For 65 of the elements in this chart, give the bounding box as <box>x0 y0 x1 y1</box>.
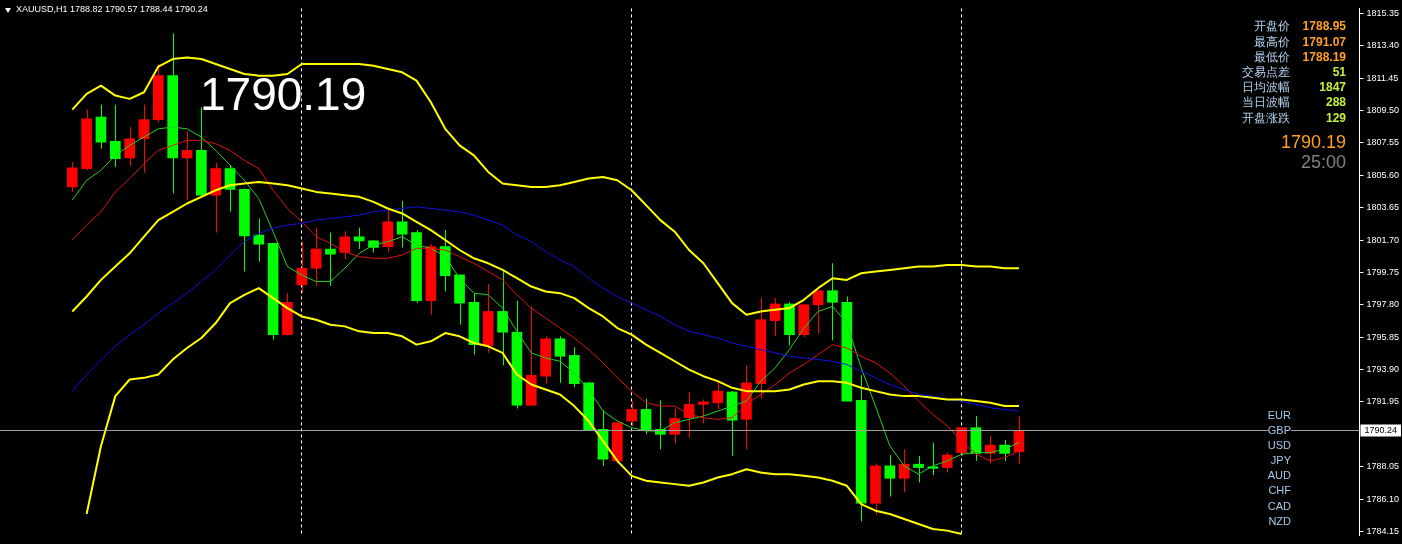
candlestick <box>812 290 824 335</box>
candlestick <box>640 398 652 435</box>
text: 1847 <box>1319 80 1346 95</box>
text: 51 <box>1332 65 1346 79</box>
text: EUR <box>1267 408 1291 422</box>
y-tick-label: 1803.65 <box>1366 202 1400 213</box>
ref-line-label: 1790.24 <box>1364 424 1398 435</box>
y-tick-label: 1786.10 <box>1366 493 1400 504</box>
candlestick <box>712 381 724 410</box>
candlestick <box>325 232 336 287</box>
text: 最高价 <box>1254 34 1290 49</box>
y-tick-label: 1799.75 <box>1366 266 1400 277</box>
candlestick <box>181 130 193 201</box>
candlestick <box>310 227 322 287</box>
candlestick <box>898 448 910 493</box>
text: 1791.07 <box>1302 34 1346 49</box>
candlestick <box>984 435 996 464</box>
candlestick <box>554 335 566 384</box>
y-tick-label: 1788.05 <box>1366 461 1400 472</box>
candlestick <box>827 262 838 341</box>
annotation: 1790.19 <box>200 67 367 120</box>
text: 开盘价 <box>1254 19 1290 34</box>
y-tick-label: 1784.15 <box>1366 525 1400 536</box>
candlestick <box>296 241 308 294</box>
text: CHF <box>1268 484 1291 498</box>
candlestick <box>124 126 135 167</box>
candlestick <box>396 200 408 249</box>
text: 1788.95 <box>1302 19 1346 34</box>
y-tick-label: 1813.40 <box>1366 40 1400 51</box>
y-tick-label: 1815.35 <box>1366 7 1400 18</box>
candlestick <box>109 104 121 168</box>
candlestick <box>253 217 265 263</box>
text: AUD <box>1267 469 1291 483</box>
chart-title: XAUUSD,H1 1788.82 1790.57 1788.44 1790.24 <box>16 4 208 15</box>
candlestick <box>913 455 924 483</box>
y-tick-label: 1791.95 <box>1366 396 1400 407</box>
candlestick <box>626 400 638 427</box>
y-tick-label: 1807.55 <box>1366 137 1400 148</box>
text: 开盘涨跌 <box>1242 110 1290 125</box>
text: 1790.19 <box>1280 132 1346 153</box>
text: 日均波幅 <box>1242 80 1290 95</box>
text: 288 <box>1325 95 1346 110</box>
text: 最低价 <box>1254 49 1290 64</box>
text: 25:00 <box>1300 152 1346 173</box>
text: NZD <box>1268 514 1291 528</box>
candlestick <box>339 230 351 260</box>
text: GBP <box>1267 424 1291 438</box>
text: 1788.19 <box>1302 49 1346 64</box>
candlestick <box>66 161 78 193</box>
y-tick-label: 1793.90 <box>1366 364 1400 375</box>
candlestick <box>353 227 365 250</box>
text: 129 <box>1325 110 1346 125</box>
text: USD <box>1267 439 1291 453</box>
text: 当日波幅 <box>1242 95 1290 110</box>
text: 交易点差 <box>1242 65 1290 79</box>
text: CAD <box>1267 499 1291 513</box>
y-tick-label: 1801.70 <box>1366 234 1400 245</box>
candlestick <box>884 454 896 498</box>
y-tick-label: 1805.60 <box>1366 169 1400 180</box>
y-tick-label: 1795.85 <box>1366 331 1400 342</box>
text: JPY <box>1270 454 1291 468</box>
y-tick-label: 1811.45 <box>1366 72 1399 83</box>
y-tick-label: 1797.80 <box>1366 299 1400 310</box>
y-tick-label: 1809.50 <box>1366 105 1400 115</box>
candlestick <box>698 398 709 425</box>
